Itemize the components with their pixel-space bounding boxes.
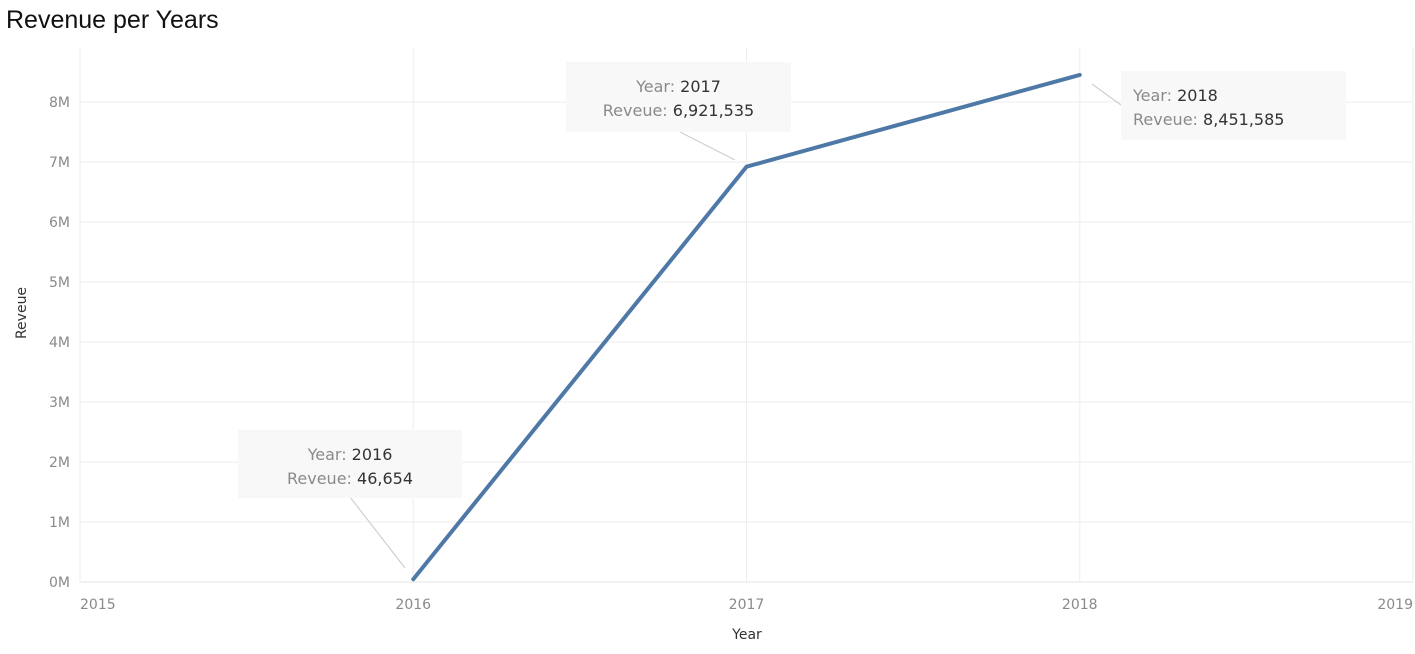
annotation-year: Year: 2016 (307, 445, 393, 464)
y-tick-label: 6M (49, 215, 70, 231)
y-tick-label: 5M (49, 275, 70, 291)
chart-title: Revenue per Years (6, 6, 219, 34)
series-layer (411, 72, 1082, 582)
annotation-leader-line (349, 496, 406, 569)
x-axis-title: Year (731, 627, 762, 643)
y-tick-label: 3M (49, 395, 70, 411)
axes: 2015 2016 2017 2018 2019 0M 1M 2M 3M 4M 5M 6M 7M 8M (49, 95, 1413, 613)
y-tick-label: 4M (49, 335, 70, 351)
annotation-year: Year: 2017 (635, 77, 721, 96)
annotation-box (1121, 71, 1346, 140)
annotation-value: Reveue: 6,921,535 (603, 101, 754, 120)
y-tick-label: 8M (49, 95, 70, 111)
x-tick-label: 2018 (1062, 597, 1098, 613)
x-tick-label: 2016 (395, 597, 431, 613)
x-tick-label: 2017 (729, 597, 765, 613)
annotation-leader-line (679, 131, 736, 161)
annotation-year: Year: 2018 (1132, 86, 1218, 105)
annotation-2016: Year: 2016 Reveue: 46,654 (238, 430, 462, 569)
x-tick-label: 2019 (1377, 597, 1413, 613)
y-tick-label: 7M (49, 155, 70, 171)
revenue-line (411, 72, 1082, 582)
annotation-2017: Year: 2017 Reveue: 6,921,535 (566, 62, 791, 161)
annotation-2018: Year: 2018 Reveue: 8,451,585 (1091, 71, 1346, 140)
annotations: Year: 2016 Reveue: 46,654 Year: 2017 Reveue… (238, 62, 1346, 569)
y-tick-label: 0M (49, 575, 70, 591)
y-tick-label: 1M (49, 515, 70, 531)
y-tick-label: 2M (49, 455, 70, 471)
annotation-box (566, 62, 791, 132)
annotation-box (238, 430, 462, 498)
annotation-value: Reveue: 8,451,585 (1133, 110, 1284, 129)
y-axis-title: Reveue (14, 287, 30, 339)
annotation-value: Reveue: 46,654 (287, 469, 413, 488)
annotation-leader-line (1091, 83, 1122, 106)
x-tick-label: 2015 (80, 597, 116, 613)
